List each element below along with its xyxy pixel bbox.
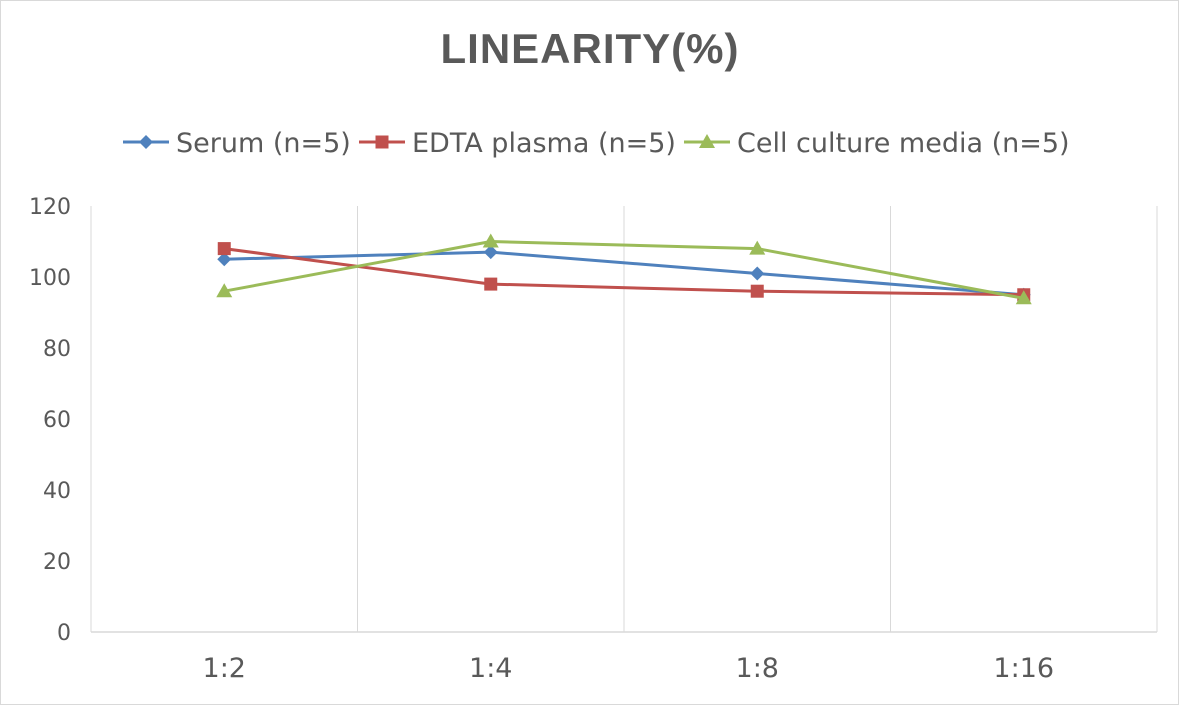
- y-tick-label: 120: [29, 195, 71, 220]
- legend-item: EDTA plasma (n=5): [359, 128, 676, 159]
- series-line: [223, 240, 1025, 300]
- data-point-marker: [484, 277, 498, 291]
- y-tick-label: 0: [57, 621, 71, 646]
- data-point-marker: [1015, 290, 1032, 305]
- x-tick-label: 1:2: [203, 653, 246, 684]
- axes: 0 20 40 60 80 100 120 1:2 1:4 1:8 1:16: [29, 195, 1157, 684]
- data-point-marker: [217, 242, 231, 256]
- data-point-marker: [217, 252, 232, 267]
- y-tick-label: 100: [29, 266, 71, 291]
- x-tick-label: 1:8: [736, 653, 779, 684]
- legend-marker: [139, 135, 153, 149]
- legend-item: Cell culture media (n=5): [684, 128, 1070, 159]
- data-point-marker: [216, 283, 233, 298]
- x-tick-label: 1:16: [993, 653, 1054, 684]
- data-point-marker: [482, 233, 499, 248]
- gridlines: [90, 206, 1158, 632]
- chart-title: LINEARITY(%): [441, 25, 740, 72]
- y-tick-label: 40: [43, 479, 71, 504]
- data-point-marker: [750, 266, 765, 281]
- data-point-marker: [750, 284, 764, 298]
- series-3: [216, 233, 1032, 305]
- y-tick-label: 20: [43, 550, 71, 575]
- x-tick-label: 1:4: [469, 653, 512, 684]
- y-tick-label: 80: [43, 337, 71, 362]
- legend-marker: [375, 135, 389, 149]
- legend-label: Cell culture media (n=5): [737, 128, 1070, 159]
- data-point-marker: [749, 240, 766, 255]
- data-point-marker: [483, 245, 498, 260]
- legend: Serum (n=5) EDTA plasma (n=5) Cell culture…: [123, 128, 1070, 159]
- legend-item: Serum (n=5): [123, 128, 351, 159]
- series-line: [224, 250, 1024, 297]
- legend-label: Serum (n=5): [176, 128, 351, 159]
- legend-marker: [699, 134, 715, 148]
- legend-label: EDTA plasma (n=5): [412, 128, 676, 159]
- y-tick-label: 60: [43, 408, 71, 433]
- series-layer: [216, 233, 1032, 305]
